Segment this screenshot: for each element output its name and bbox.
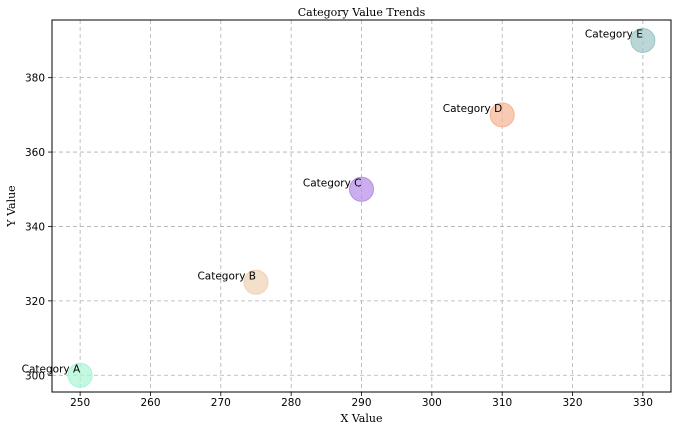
- chart-title: Category Value Trends: [298, 6, 426, 19]
- scatter-point: [243, 269, 269, 295]
- point-label: Category E: [585, 28, 643, 40]
- x-axis-label: X Value: [341, 412, 383, 425]
- y-tick-label: 380: [25, 73, 45, 85]
- y-tick-label: 360: [25, 147, 45, 159]
- point-label: Category A: [22, 363, 81, 375]
- x-tick-label: 280: [281, 397, 301, 409]
- ticks: 250 260 270 280 290 300 310 320 330 300 320 340 360 3…: [25, 73, 653, 409]
- x-tick-label: 320: [562, 397, 582, 409]
- point-labels: Category A Category B Category C Category D…: [22, 28, 643, 375]
- x-tick-label: 310: [492, 397, 512, 409]
- point-label: Category B: [197, 270, 256, 282]
- x-tick-label: 270: [211, 397, 231, 409]
- x-tick-label: 260: [140, 397, 160, 409]
- y-tick-label: 300: [25, 370, 45, 382]
- y-axis-label: Y Value: [5, 185, 18, 227]
- x-tick-label: 250: [70, 397, 90, 409]
- y-tick-label: 340: [25, 221, 45, 233]
- scatter-point: [489, 102, 515, 128]
- x-tick-label: 290: [351, 397, 371, 409]
- point-label: Category C: [303, 177, 362, 189]
- grid: [52, 20, 671, 392]
- scatter-point: [349, 176, 374, 202]
- scatter-point: [67, 362, 93, 388]
- x-tick-label: 300: [422, 397, 442, 409]
- x-tick-label: 330: [633, 397, 653, 409]
- points: [67, 27, 656, 388]
- scatter-point: [630, 27, 656, 53]
- y-tick-label: 320: [25, 296, 45, 308]
- point-label: Category D: [443, 103, 502, 115]
